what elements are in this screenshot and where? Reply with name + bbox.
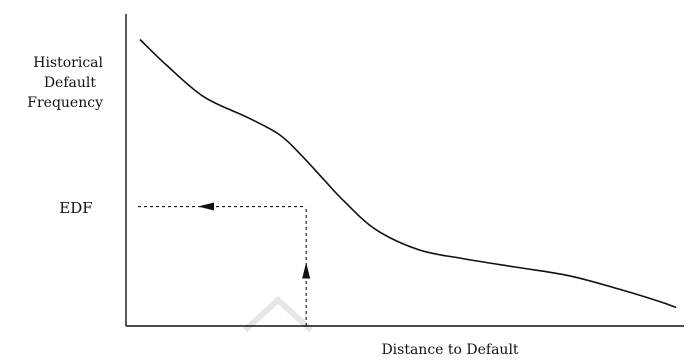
y-axis-label-line-2: Default (44, 75, 97, 91)
left-arrow-icon (198, 202, 214, 211)
default-frequency-curve (139, 38, 677, 309)
y-axis-label-line-3: Frequency (27, 95, 103, 111)
x-axis-label: Distance to Default (381, 342, 518, 358)
up-arrow-icon (302, 262, 311, 279)
watermark-chevron-icon (242, 295, 314, 333)
edf-label: EDF (59, 199, 92, 217)
y-axis-label-line-1: Historical (33, 55, 103, 71)
